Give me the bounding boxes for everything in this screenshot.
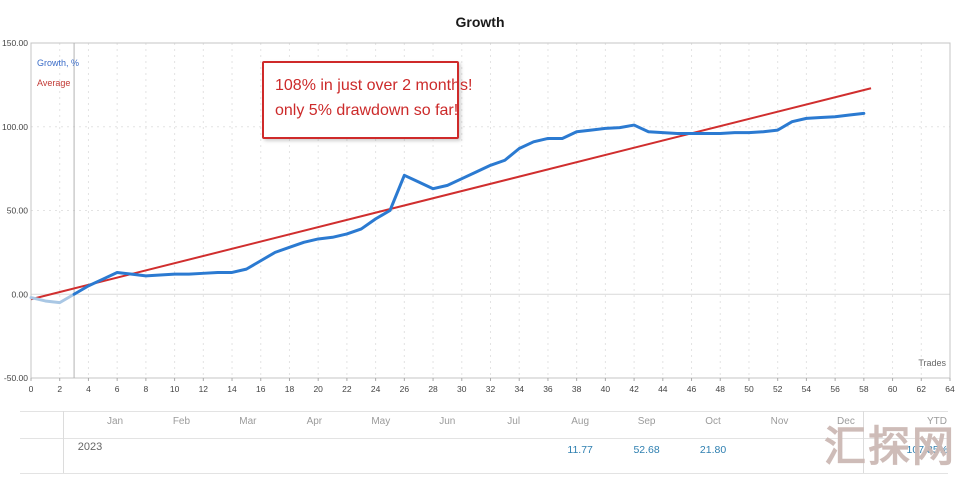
x-tick-label: 60	[888, 384, 898, 394]
y-tick-label: 150.00	[2, 38, 28, 48]
month-header-mar: Mar	[239, 416, 257, 427]
x-tick-label: 64	[945, 384, 955, 394]
x-tick-label: 48	[716, 384, 726, 394]
x-tick-label: 42	[629, 384, 639, 394]
x-tick-label: 34	[514, 384, 524, 394]
x-tick-label: 44	[658, 384, 668, 394]
table-ytd-header: YTD	[927, 416, 947, 427]
x-axis-title: Trades	[918, 358, 946, 368]
x-tick-label: 22	[342, 384, 352, 394]
table-bottom-border	[20, 473, 948, 474]
growth-line-initial[interactable]	[29, 292, 76, 305]
month-header-jan: Jan	[106, 416, 124, 427]
y-tick-label: -50.00	[4, 373, 28, 383]
x-tick-label: 12	[199, 384, 209, 394]
month-value-sep: 52.68	[633, 444, 660, 456]
table-year: 2023	[77, 441, 103, 453]
x-tick-label: 16	[256, 384, 266, 394]
x-tick-label: 58	[859, 384, 869, 394]
x-tick-label: 32	[486, 384, 496, 394]
month-header-feb: Feb	[172, 416, 191, 427]
x-tick-label: 46	[687, 384, 697, 394]
x-tick-label: 62	[917, 384, 927, 394]
month-header-oct: Oct	[705, 416, 721, 427]
month-header-apr: Apr	[306, 416, 323, 427]
month-header-nov: Nov	[770, 416, 789, 427]
x-tick-label: 50	[744, 384, 754, 394]
x-tick-label: 52	[773, 384, 783, 394]
month-value-oct: 21.80	[699, 444, 727, 456]
average-line[interactable]	[30, 87, 872, 301]
month-header-jul: Jul	[507, 416, 521, 427]
x-tick-label: 2	[57, 384, 62, 394]
legend-average-label: Average	[37, 78, 71, 88]
legend-growth-label: Growth, %	[37, 58, 80, 68]
table-header-border	[20, 438, 948, 439]
x-tick-label: 38	[572, 384, 582, 394]
x-tick-label: 18	[285, 384, 295, 394]
x-tick-label: 14	[227, 384, 237, 394]
x-tick-label: 4	[86, 384, 91, 394]
x-tick-label: 56	[830, 384, 840, 394]
month-value-aug: 11.77	[567, 444, 593, 456]
annotation-box: 108% in just over 2 months! only 5% draw…	[262, 61, 473, 139]
table-ytd-separator	[863, 411, 864, 473]
x-tick-label: 20	[313, 384, 323, 394]
y-tick-label: 0.00	[11, 289, 28, 299]
x-tick-label: 24	[371, 384, 381, 394]
table-top-border	[20, 411, 948, 412]
month-header-aug: Aug	[571, 416, 590, 427]
table-ytd-value: 107.85%	[906, 444, 948, 456]
x-tick-label: 28	[428, 384, 438, 394]
x-tick-label: 36	[543, 384, 553, 394]
growth-line[interactable]	[72, 111, 866, 296]
annotation-line1: 108% in just over 2 months!	[275, 77, 473, 94]
chart-title: Growth	[455, 14, 505, 30]
table-year-separator	[63, 411, 64, 473]
month-header-dec: Dec	[837, 416, 855, 427]
x-tick-label: 54	[802, 384, 812, 394]
y-tick-label: 50.00	[7, 206, 29, 216]
x-tick-label: 40	[601, 384, 611, 394]
x-tick-label: 26	[400, 384, 410, 394]
growth-chart[interactable]: 0 2 4 6 8 10 12 14 16 18 20 22 24 26 28 30 32 34 36 38 40 42 4…	[0, 0, 960, 410]
watermark-text: 汇探网	[823, 423, 956, 470]
x-tick-label: 0	[29, 384, 34, 394]
annotation-line2: only 5% drawdown so far!	[275, 102, 459, 119]
month-header-sep: Sep	[637, 416, 656, 427]
x-tick-label: 10	[170, 384, 180, 394]
chart-legend: Growth, % Average	[37, 53, 79, 93]
x-tick-label: 6	[115, 384, 120, 394]
y-tick-label: 100.00	[2, 122, 28, 132]
x-tick-label: 8	[144, 384, 149, 394]
month-header-may: May	[371, 416, 391, 427]
x-tick-label: 30	[457, 384, 467, 394]
month-header-jun: Jun	[439, 416, 456, 427]
